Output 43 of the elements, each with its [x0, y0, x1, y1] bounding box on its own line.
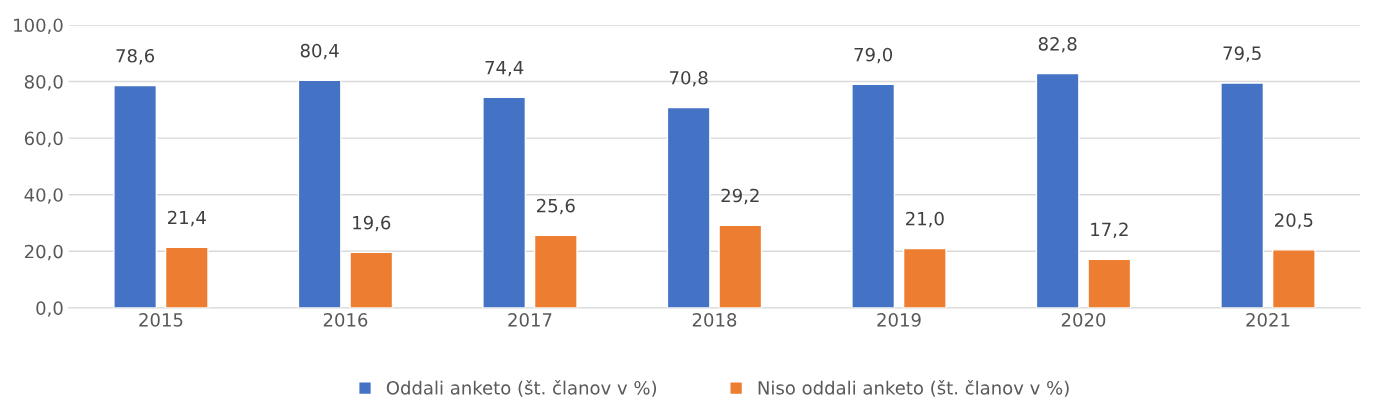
- bar: [1087, 258, 1132, 308]
- data-label: 21,0: [906, 211, 944, 228]
- data-label: 74,4: [485, 61, 524, 77]
- bar: [349, 251, 394, 308]
- y-tick-label: 60,0: [24, 131, 63, 148]
- bar: [902, 247, 947, 308]
- data-label: 25,6: [537, 198, 575, 215]
- y-tick-label: 0,0: [36, 301, 63, 317]
- data-label: 82,8: [1038, 37, 1077, 53]
- bar: [482, 96, 527, 308]
- x-tick-label: 2017: [508, 313, 552, 327]
- bar: [718, 224, 763, 308]
- data-label: 80,4: [300, 43, 339, 60]
- x-tick-label: 2015: [139, 313, 183, 327]
- bar: [851, 83, 896, 308]
- bar: [113, 84, 158, 308]
- data-label: 78,6: [116, 48, 155, 65]
- data-label: 21,4: [168, 210, 206, 227]
- x-tick-label: 2016: [323, 313, 368, 327]
- bar: [1035, 72, 1080, 308]
- x-tick-label: 2020: [1061, 313, 1106, 327]
- data-label: 79,0: [854, 47, 893, 64]
- bar: [666, 106, 711, 308]
- data-label: 19,6: [353, 215, 391, 232]
- bar: [164, 246, 209, 308]
- data-label: 79,5: [1223, 46, 1261, 62]
- data-label: 70,8: [670, 70, 708, 87]
- x-tick-label: 2021: [1246, 313, 1290, 327]
- bar: [1220, 82, 1265, 308]
- data-label: 17,2: [1091, 222, 1128, 239]
- y-tick-label: 20,0: [24, 244, 63, 261]
- data-label: 20,5: [1275, 213, 1313, 229]
- x-tick-label: 2019: [877, 313, 921, 327]
- data-label: 29,2: [721, 188, 759, 205]
- x-tick-label: 2018: [692, 313, 737, 327]
- bar: [533, 234, 578, 308]
- legend-label: Oddali anketo (št. članov v %): [386, 379, 657, 397]
- legend-label: Niso oddali anketo (št. članov v %): [758, 379, 1069, 397]
- y-tick-label: 100,0: [14, 18, 63, 34]
- y-tick-label: 80,0: [24, 75, 63, 91]
- bar: [297, 79, 342, 308]
- bar: [1271, 249, 1316, 308]
- y-tick-label: 40,0: [24, 188, 63, 204]
